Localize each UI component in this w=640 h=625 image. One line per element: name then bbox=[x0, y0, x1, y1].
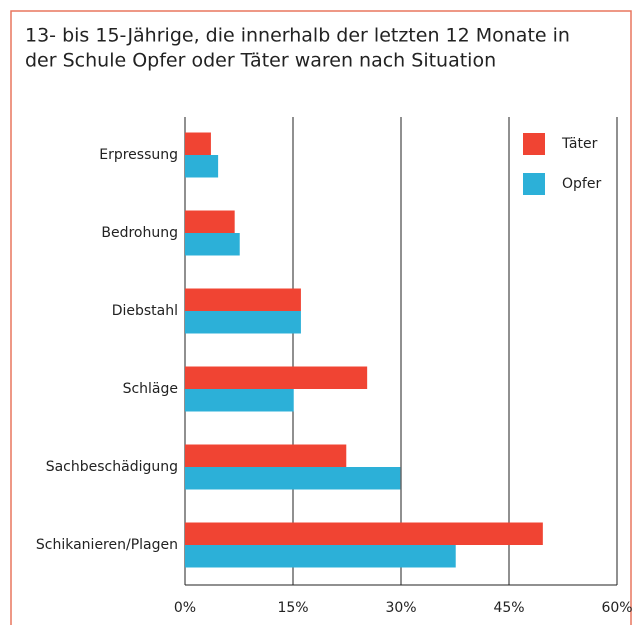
bar bbox=[185, 210, 235, 233]
bar bbox=[185, 389, 294, 412]
bar bbox=[185, 311, 301, 334]
bar bbox=[185, 288, 301, 311]
bar bbox=[185, 155, 219, 178]
y-tick-label: Bedrohung bbox=[101, 225, 178, 241]
legend-swatch bbox=[523, 173, 545, 195]
x-tick-label: 15% bbox=[277, 600, 308, 616]
bar bbox=[185, 132, 211, 155]
legend-label: Opfer bbox=[562, 176, 601, 192]
x-tick-label: 45% bbox=[493, 600, 524, 616]
frame bbox=[10, 10, 632, 625]
bar bbox=[185, 467, 401, 490]
bar bbox=[185, 545, 456, 568]
x-tick-label: 30% bbox=[385, 600, 416, 616]
bar bbox=[185, 233, 240, 256]
x-tick-label: 0% bbox=[174, 600, 196, 616]
legend-label: Täter bbox=[561, 136, 598, 152]
y-tick-label: Sachbeschädigung bbox=[46, 459, 178, 475]
chart-title: der Schule Opfer oder Täter waren nach S… bbox=[25, 50, 496, 72]
bar bbox=[185, 522, 543, 545]
y-tick-label: Schläge bbox=[123, 381, 178, 397]
y-tick-label: Erpressung bbox=[99, 147, 178, 163]
y-tick-label: Schikanieren/Plagen bbox=[36, 537, 178, 553]
legend-swatch bbox=[523, 133, 545, 155]
x-tick-label: 60% bbox=[601, 600, 632, 616]
y-tick-label: Diebstahl bbox=[112, 303, 178, 319]
bar bbox=[185, 366, 368, 389]
chart-title: 13- bis 15-Jährige, die innerhalb der le… bbox=[25, 25, 570, 47]
bar bbox=[185, 444, 347, 467]
